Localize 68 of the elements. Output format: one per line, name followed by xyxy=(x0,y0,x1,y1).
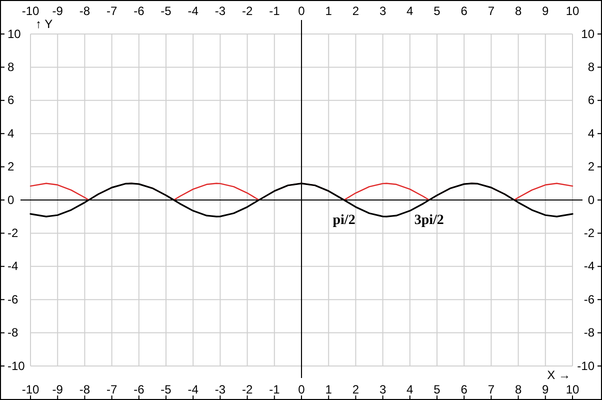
x-tick-label: 2 xyxy=(352,4,360,18)
y2-tick-label: 10 xyxy=(581,26,595,41)
y-tick-label: 4 xyxy=(8,126,14,140)
x2-tick-label: 6 xyxy=(460,382,468,396)
x-tick-label: 3 xyxy=(379,4,386,18)
x-tick-label: 6 xyxy=(460,4,468,18)
annotation: 3pi/2 xyxy=(414,213,444,228)
annotation: pi/2 xyxy=(332,213,356,228)
x-tick-label: 4 xyxy=(406,4,414,18)
y-tick-label: -6 xyxy=(8,292,18,306)
x2-tick-label: -2 xyxy=(242,382,253,396)
x-tick-label: 10 xyxy=(566,4,580,18)
y-axis-title: ↑ Y xyxy=(36,17,53,31)
x2-tick-label: -8 xyxy=(79,382,90,396)
y2-tick-label: -8 xyxy=(584,326,595,340)
x2-tick-label: 9 xyxy=(542,382,550,396)
x-tick-label: -4 xyxy=(188,4,199,18)
y2-tick-label: 8 xyxy=(588,60,595,74)
y-tick-label: 6 xyxy=(8,93,14,108)
y2-tick-label: 6 xyxy=(588,93,595,108)
y-tick-label: 8 xyxy=(8,60,14,74)
x2-tick-label: 8 xyxy=(514,382,522,396)
x2-tick-label: 2 xyxy=(352,382,360,396)
x-tick-label: -10 xyxy=(22,4,40,18)
y-tick-label: -10 xyxy=(8,358,26,373)
y-tick-label: 2 xyxy=(8,160,14,174)
x2-tick-label: -10 xyxy=(22,382,40,396)
x-tick-label: -1 xyxy=(269,4,280,18)
x2-tick-label: 10 xyxy=(566,382,580,396)
y-tick-label: 10 xyxy=(8,26,22,41)
x2-tick-label: 5 xyxy=(434,382,441,396)
y-tick-label: -8 xyxy=(8,326,18,340)
y2-tick-label: -10 xyxy=(577,358,595,373)
x-tick-label: 5 xyxy=(434,4,441,18)
x2-tick-label: -1 xyxy=(269,382,280,396)
y-tick-label: -4 xyxy=(8,259,18,274)
x2-tick-label: -3 xyxy=(214,382,226,396)
x-tick-label: -8 xyxy=(79,4,90,18)
x-tick-label: -3 xyxy=(214,4,226,18)
y-tick-label: 0 xyxy=(8,192,14,207)
y2-tick-label: 2 xyxy=(588,160,595,174)
x2-tick-label: -7 xyxy=(106,382,118,396)
y-tick-label: -2 xyxy=(8,226,18,240)
x2-tick-label: -6 xyxy=(134,382,145,396)
x-tick-label: -2 xyxy=(242,4,253,18)
x2-tick-label: 3 xyxy=(379,382,386,396)
x2-tick-label: -9 xyxy=(52,382,64,396)
x-tick-label: 9 xyxy=(542,4,550,18)
x2-tick-label: 4 xyxy=(406,382,414,396)
y2-tick-label: 0 xyxy=(588,192,595,207)
x-tick-label: 0 xyxy=(298,4,306,18)
x2-tick-label: 7 xyxy=(488,382,495,396)
y2-tick-label: -4 xyxy=(584,259,595,274)
x-tick-label: -7 xyxy=(106,4,118,18)
x2-tick-label: -4 xyxy=(188,382,199,396)
y2-tick-label: -2 xyxy=(584,226,595,240)
x2-tick-label: 1 xyxy=(325,382,332,396)
x-tick-label: 1 xyxy=(325,4,332,18)
x-axis-title: X → xyxy=(547,368,570,382)
x2-tick-label: 0 xyxy=(298,382,306,396)
x-tick-label: -9 xyxy=(52,4,64,18)
x-tick-label: -5 xyxy=(160,4,172,18)
x2-tick-label: -5 xyxy=(160,382,172,396)
x-tick-label: -6 xyxy=(134,4,145,18)
y2-tick-label: -6 xyxy=(584,292,595,306)
y2-tick-label: 4 xyxy=(588,126,595,140)
x-tick-label: 7 xyxy=(488,4,495,18)
x-tick-label: 8 xyxy=(514,4,522,18)
